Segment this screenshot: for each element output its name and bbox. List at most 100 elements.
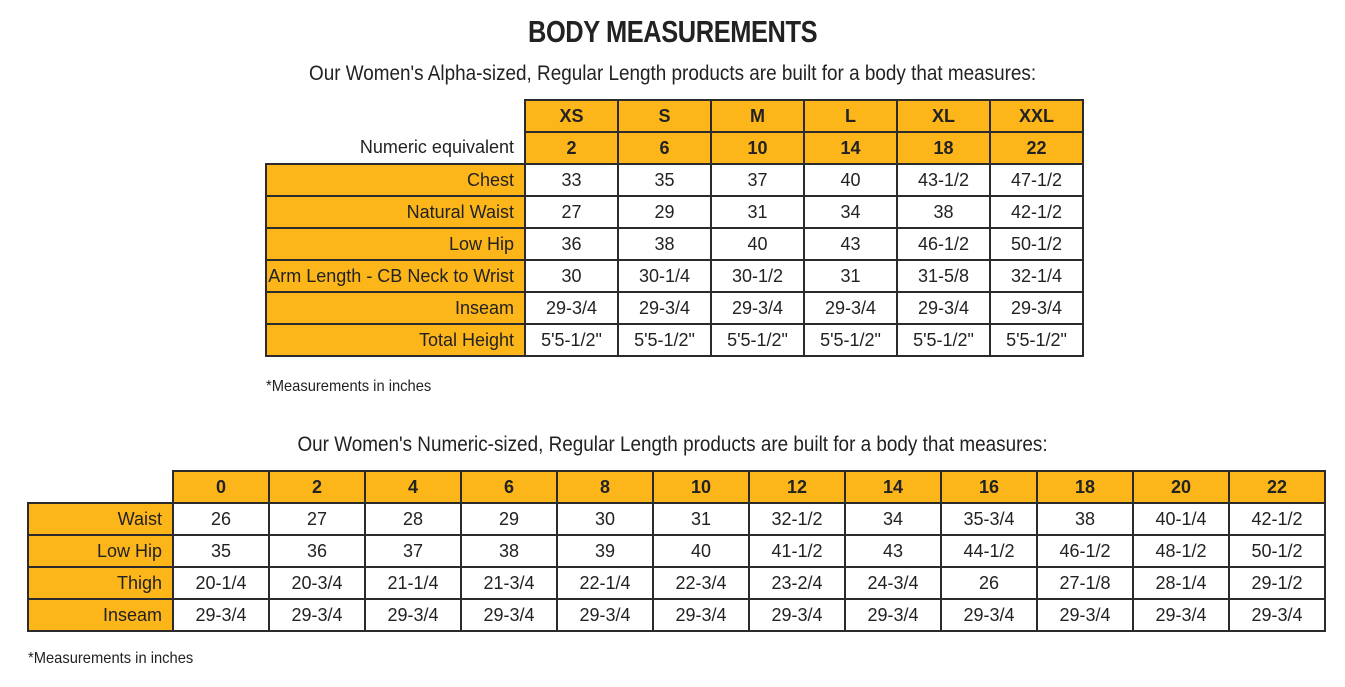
table-cell: 24-3/4 bbox=[844, 566, 942, 600]
size-header: M bbox=[710, 99, 805, 133]
table-cell: 29-3/4 bbox=[710, 291, 805, 325]
table-cell: 42-1/2 bbox=[1228, 502, 1326, 536]
table-row: Total Height 5'5-1/2" 5'5-1/2" 5'5-1/2" 5'5-… bbox=[265, 323, 1084, 357]
row-label: Arm Length - CB Neck to Wrist bbox=[265, 259, 526, 293]
table-row: Inseam 29-3/4 29-3/4 29-3/4 29-3/4 29-3/4 29-3… bbox=[27, 598, 1326, 632]
table-cell: 32-1/2 bbox=[748, 502, 846, 536]
size-header: 12 bbox=[748, 470, 846, 504]
table-cell: 37 bbox=[710, 163, 805, 197]
table-cell: 40 bbox=[710, 227, 805, 261]
table-cell: 21-1/4 bbox=[364, 566, 462, 600]
size-header: XS bbox=[524, 99, 619, 133]
table-cell: 43 bbox=[803, 227, 898, 261]
table-cell: 29 bbox=[617, 195, 712, 229]
table-cell: 38 bbox=[460, 534, 558, 568]
table-row: Natural Waist 27 29 31 34 38 42-1/2 bbox=[265, 195, 1084, 229]
numeric-equivalent-value: 14 bbox=[803, 131, 898, 165]
table-cell: 35 bbox=[617, 163, 712, 197]
table-cell: 32-1/4 bbox=[989, 259, 1084, 293]
table-cell: 20-3/4 bbox=[268, 566, 366, 600]
table-cell: 27 bbox=[268, 502, 366, 536]
table-cell: 21-3/4 bbox=[460, 566, 558, 600]
table-cell: 29-1/2 bbox=[1228, 566, 1326, 600]
table-cell: 5'5-1/2" bbox=[989, 323, 1084, 357]
table-cell: 30 bbox=[556, 502, 654, 536]
table-cell: 29-3/4 bbox=[1036, 598, 1134, 632]
table-cell: 5'5-1/2" bbox=[803, 323, 898, 357]
table-cell: 29-3/4 bbox=[652, 598, 750, 632]
numeric-size-table: 0 2 4 6 8 10 12 14 16 18 20 22 Waist 26 27 28 29 30 31 32-1… bbox=[27, 470, 1326, 632]
numeric-subtitle: Our Women's Numeric-sized, Regular Lengt… bbox=[297, 433, 1048, 456]
table-cell: 38 bbox=[617, 227, 712, 261]
table-cell: 27-1/8 bbox=[1036, 566, 1134, 600]
size-header: 18 bbox=[1036, 470, 1134, 504]
table-cell: 29-3/4 bbox=[896, 291, 991, 325]
row-label: Low Hip bbox=[265, 227, 526, 261]
table-cell: 29-3/4 bbox=[989, 291, 1084, 325]
table-cell: 46-1/2 bbox=[1036, 534, 1134, 568]
table-cell: 26 bbox=[172, 502, 270, 536]
size-header: L bbox=[803, 99, 898, 133]
size-header: S bbox=[617, 99, 712, 133]
table-row: Inseam 29-3/4 29-3/4 29-3/4 29-3/4 29-3/4 29-3… bbox=[265, 291, 1084, 325]
row-label: Total Height bbox=[265, 323, 526, 357]
table-cell: 30-1/2 bbox=[710, 259, 805, 293]
size-header: XXL bbox=[989, 99, 1084, 133]
table-cell: 40-1/4 bbox=[1132, 502, 1230, 536]
numeric-equivalent-value: 2 bbox=[524, 131, 619, 165]
table-cell: 29-3/4 bbox=[1228, 598, 1326, 632]
table-cell: 22-3/4 bbox=[652, 566, 750, 600]
page-title: BODY MEASUREMENTS bbox=[528, 14, 818, 49]
table-cell: 29-3/4 bbox=[803, 291, 898, 325]
table-cell: 20-1/4 bbox=[172, 566, 270, 600]
size-header-row: XS S M L XL XXL bbox=[266, 99, 1084, 133]
table-cell: 34 bbox=[803, 195, 898, 229]
table-cell: 48-1/2 bbox=[1132, 534, 1230, 568]
table-cell: 29-3/4 bbox=[1132, 598, 1230, 632]
size-header: 6 bbox=[460, 470, 558, 504]
table-cell: 28-1/4 bbox=[1132, 566, 1230, 600]
table-cell: 5'5-1/2" bbox=[617, 323, 712, 357]
table-cell: 29-3/4 bbox=[617, 291, 712, 325]
table-cell: 5'5-1/2" bbox=[710, 323, 805, 357]
table-cell: 35-3/4 bbox=[940, 502, 1038, 536]
numeric-equivalent-value: 22 bbox=[989, 131, 1084, 165]
table-cell: 29-3/4 bbox=[748, 598, 846, 632]
row-label: Inseam bbox=[27, 598, 174, 632]
table-cell: 29-3/4 bbox=[172, 598, 270, 632]
table-row: Low Hip 35 36 37 38 39 40 41-1/2 43 44-1/2 46-1/2 4… bbox=[27, 534, 1326, 568]
table-row: Low Hip 36 38 40 43 46-1/2 50-1/2 bbox=[265, 227, 1084, 261]
table-cell: 34 bbox=[844, 502, 942, 536]
table-cell: 41-1/2 bbox=[748, 534, 846, 568]
table-cell: 26 bbox=[940, 566, 1038, 600]
numeric-equivalent-row: Numeric equivalent 2 6 10 14 18 22 bbox=[266, 131, 1084, 165]
numeric-equivalent-value: 10 bbox=[710, 131, 805, 165]
table-cell: 30 bbox=[524, 259, 619, 293]
table-cell: 5'5-1/2" bbox=[524, 323, 619, 357]
table-cell: 50-1/2 bbox=[1228, 534, 1326, 568]
table-cell: 27 bbox=[524, 195, 619, 229]
size-header: 8 bbox=[556, 470, 654, 504]
table-cell: 38 bbox=[896, 195, 991, 229]
alpha-measurements-note: *Measurements in inches bbox=[266, 378, 432, 395]
table-cell: 42-1/2 bbox=[989, 195, 1084, 229]
table-cell: 29-3/4 bbox=[524, 291, 619, 325]
header-corner bbox=[28, 471, 173, 503]
size-header: XL bbox=[896, 99, 991, 133]
size-header: 22 bbox=[1228, 470, 1326, 504]
table-cell: 40 bbox=[652, 534, 750, 568]
table-cell: 5'5-1/2" bbox=[896, 323, 991, 357]
row-label: Natural Waist bbox=[265, 195, 526, 229]
size-header: 14 bbox=[844, 470, 942, 504]
table-cell: 22-1/4 bbox=[556, 566, 654, 600]
table-cell: 37 bbox=[364, 534, 462, 568]
table-cell: 29-3/4 bbox=[556, 598, 654, 632]
size-header: 2 bbox=[268, 470, 366, 504]
table-cell: 40 bbox=[803, 163, 898, 197]
header-corner bbox=[266, 100, 525, 132]
table-cell: 36 bbox=[524, 227, 619, 261]
size-header: 16 bbox=[940, 470, 1038, 504]
table-cell: 43-1/2 bbox=[896, 163, 991, 197]
row-label: Low Hip bbox=[27, 534, 174, 568]
size-header: 20 bbox=[1132, 470, 1230, 504]
